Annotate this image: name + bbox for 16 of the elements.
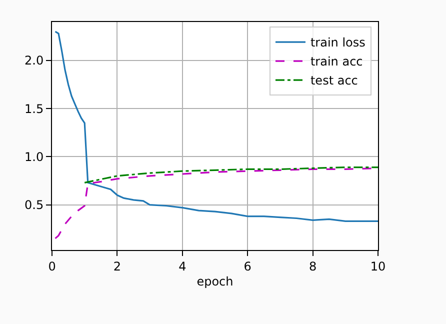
line-series (54, 30, 378, 222)
y-tick-label: 2.0 (24, 54, 44, 68)
y-tick-label: 1.0 (24, 150, 44, 164)
x-axis-title: epoch (196, 274, 234, 288)
y-tick-label: 1.5 (24, 102, 44, 116)
legend-label: train loss (310, 36, 366, 50)
x-tick-label: 6 (244, 259, 252, 274)
x-tick-label: 10 (370, 259, 386, 274)
legend-label: test acc (310, 74, 358, 88)
y-tick-label: 0.5 (24, 198, 44, 212)
x-tick-label: 8 (308, 259, 317, 274)
x-tick-label: 2 (113, 259, 122, 274)
line-series (84, 166, 378, 184)
x-tick-label: 0 (48, 259, 56, 274)
legend-label: train acc (310, 54, 363, 69)
x-tick-label: 4 (178, 259, 186, 274)
